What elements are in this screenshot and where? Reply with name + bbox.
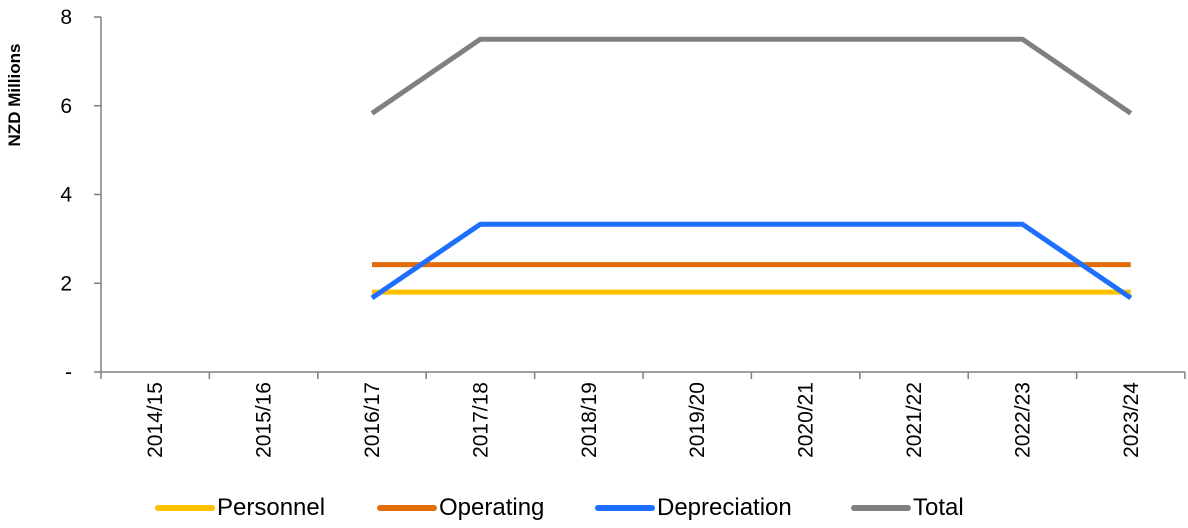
y-tick-label: -	[65, 361, 72, 384]
legend-swatch	[851, 505, 911, 511]
y-tick-label: 8	[60, 6, 72, 29]
legend-swatch	[155, 505, 215, 511]
x-tick-label: 2019/20	[686, 382, 709, 458]
x-tick-label: 2016/17	[361, 382, 384, 458]
x-tick-label: 2021/22	[903, 382, 926, 458]
x-tick-label: 2023/24	[1120, 382, 1143, 458]
legend-label: Total	[913, 494, 964, 521]
legend-label: Depreciation	[657, 494, 792, 521]
legend-item-total: Total	[851, 488, 964, 528]
chart-series	[370, 36, 1133, 300]
x-tick-label: 2022/23	[1011, 382, 1034, 458]
chart-axes: - 2 4 6 8 2014/15 2015/16 2016/17 2017/18 2018/19…	[60, 6, 1186, 458]
x-tick-label: 2018/19	[578, 382, 601, 458]
legend-item-operating: Operating	[377, 488, 544, 528]
y-tick-label: 2	[60, 272, 72, 295]
series-line-total	[370, 36, 1133, 116]
x-tick-label: 2014/15	[144, 382, 167, 458]
x-tick-label: 2017/18	[469, 382, 492, 458]
y-tick-label: 4	[60, 184, 72, 207]
legend-label: Operating	[439, 494, 545, 521]
x-tick-label: 2015/16	[253, 382, 276, 458]
y-axis-label: NZD Millions	[5, 44, 24, 147]
legend-item-personnel: Personnel	[155, 488, 325, 528]
legend-label: Personnel	[217, 494, 326, 521]
line-chart: - 2 4 6 8 2014/15 2015/16 2016/17 2017/18 2018/19…	[5, 6, 1186, 458]
x-tick-label: 2020/21	[795, 382, 818, 458]
legend-swatch	[595, 505, 655, 511]
legend-swatch	[377, 505, 437, 511]
series-line-depreciation	[370, 221, 1133, 300]
chart-legend: Personnel Operating Depreciation Total	[0, 488, 1188, 528]
y-tick-label: 6	[60, 95, 72, 118]
legend-item-depreciation: Depreciation	[595, 488, 792, 528]
